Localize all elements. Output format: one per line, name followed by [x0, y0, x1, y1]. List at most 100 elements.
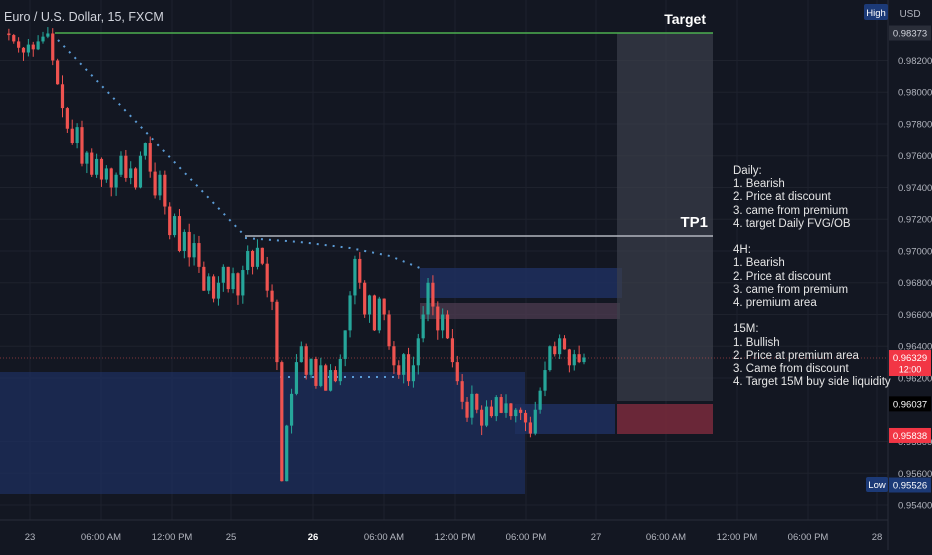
candle-bull — [231, 273, 235, 290]
candle-bull — [172, 216, 177, 236]
candle-bear — [455, 362, 459, 382]
daily-ob-zone — [617, 404, 713, 434]
y-tick-label: 0.95600 — [898, 469, 932, 480]
candle-bull — [338, 358, 342, 382]
y-tick-label: 0.97400 — [898, 183, 932, 194]
candle-bear — [270, 290, 274, 302]
candle-bear — [333, 370, 338, 382]
candle-bear — [465, 401, 469, 418]
y-tick-label: 0.98200 — [898, 56, 932, 67]
candle-bear — [21, 47, 26, 53]
price-label-text: 0.95838 — [893, 431, 927, 442]
candle-bull — [572, 354, 576, 366]
candle-bear — [168, 206, 172, 236]
candle-bear — [90, 152, 94, 175]
candle-bear — [202, 266, 206, 291]
price-label-box — [889, 477, 931, 493]
discount-zone-4h — [0, 372, 525, 494]
candle-bull — [114, 174, 118, 188]
projection-zone — [617, 33, 713, 401]
y-tick-label: 0.96600 — [898, 310, 932, 321]
candle-bull — [441, 314, 445, 331]
x-tick-label: 06:00 PM — [506, 532, 547, 543]
y-tick-label: 0.97200 — [898, 215, 932, 226]
candle-bull — [158, 174, 162, 196]
candle-bull — [294, 362, 299, 394]
price-axis[interactable]: 0.98200 0.98000 0.97800 0.97600 0.97400 0.972… — [898, 56, 932, 512]
candle-bull — [343, 330, 347, 359]
candle-bear — [382, 298, 386, 315]
dotted-trendline-high — [57, 39, 246, 237]
candle-bear — [80, 127, 84, 164]
y-tick-label: 0.95400 — [898, 501, 932, 512]
candle-bull — [319, 365, 323, 386]
currency-label: USD — [899, 9, 920, 20]
candle-bear — [148, 143, 152, 172]
x-tick-label: 06:00 PM — [788, 532, 829, 543]
x-tick-label: 28 — [872, 532, 883, 543]
x-tick-label: 27 — [591, 532, 602, 543]
candle-bull — [192, 243, 196, 258]
candle-bull — [104, 168, 108, 180]
time-axis[interactable]: 23 06:00 AM 12:00 PM 25 26 06:00 AM 12:00 PM 06… — [25, 532, 883, 543]
low-badge — [866, 477, 888, 492]
candle-bull — [221, 266, 225, 283]
candle-bear — [528, 422, 532, 434]
candle-bear — [519, 409, 523, 413]
candle-bear — [431, 282, 435, 307]
ob-zone-upper — [420, 303, 620, 319]
candle-bear — [197, 243, 201, 267]
candle-bear — [460, 381, 464, 402]
chart-title: Euro / U.S. Dollar, 15, FXCM — [4, 10, 164, 24]
candle-bear — [499, 397, 503, 413]
candle-bear — [450, 338, 455, 363]
candle-bull — [543, 370, 547, 391]
x-tick-label: 23 — [25, 532, 36, 543]
candle-bear — [163, 174, 167, 207]
price-label-box — [889, 427, 931, 443]
x-tick-label: 26 — [308, 532, 319, 543]
y-tick-label: 0.98000 — [898, 88, 932, 99]
candle-bull — [484, 406, 489, 426]
candles — [7, 27, 586, 482]
candle-bear — [392, 346, 396, 366]
analysis-notes: Daily: 1. Bearish 2. Price at discount 3… — [733, 165, 891, 389]
candle-bull — [95, 158, 99, 175]
candle-bull — [514, 409, 518, 417]
price-label-text: 0.96037 — [893, 399, 927, 410]
candle-bull — [182, 231, 186, 251]
candle-bear — [567, 349, 571, 366]
candle-bull — [246, 250, 250, 271]
candle-bull — [207, 276, 211, 291]
candle-bull — [533, 409, 537, 434]
candle-bull — [41, 36, 45, 42]
candle-bull — [36, 41, 40, 50]
candle-bear — [17, 41, 21, 48]
candle-bull — [582, 357, 586, 363]
candle-bear — [475, 393, 479, 410]
candle-bear — [12, 35, 16, 42]
candle-bull — [289, 393, 294, 426]
candle-bear — [31, 44, 35, 50]
candle-bull — [143, 143, 147, 156]
candle-bear — [133, 168, 138, 188]
x-tick-label: 06:00 AM — [81, 532, 121, 543]
candle-bull — [299, 346, 303, 363]
candle-bear — [177, 216, 182, 251]
y-tick-label: 0.97000 — [898, 246, 932, 257]
candle-bear — [445, 314, 450, 339]
candle-bear — [65, 108, 69, 129]
candle-bear — [124, 155, 128, 178]
candle-bull — [421, 314, 425, 339]
candle-bear — [314, 358, 318, 386]
candle-bull — [216, 282, 221, 299]
candle-bull — [46, 33, 50, 37]
candle-bull — [353, 258, 357, 296]
price-label-box — [889, 25, 931, 41]
high-badge-text: High — [866, 8, 886, 19]
x-tick-label: 25 — [226, 532, 237, 543]
candle-bear — [304, 346, 308, 375]
y-tick-label: 0.96400 — [898, 342, 932, 353]
